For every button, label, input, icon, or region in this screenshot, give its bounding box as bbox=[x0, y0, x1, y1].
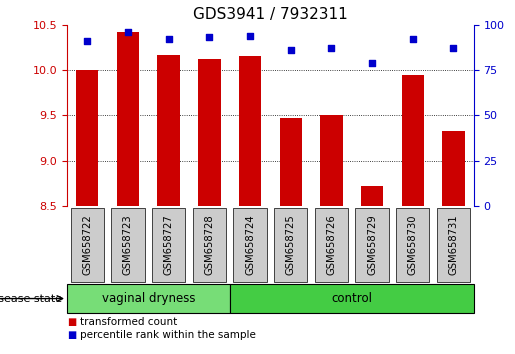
Text: ■: ■ bbox=[67, 330, 76, 340]
FancyBboxPatch shape bbox=[396, 208, 430, 282]
Title: GDS3941 / 7932311: GDS3941 / 7932311 bbox=[193, 7, 348, 22]
Bar bbox=[361, 186, 383, 206]
Bar bbox=[198, 59, 220, 206]
Bar bbox=[442, 131, 465, 206]
Point bbox=[165, 36, 173, 42]
FancyBboxPatch shape bbox=[67, 284, 230, 313]
Text: GSM658724: GSM658724 bbox=[245, 215, 255, 275]
Bar bbox=[76, 70, 98, 206]
Point bbox=[83, 38, 92, 44]
Point bbox=[328, 46, 336, 51]
Text: percentile rank within the sample: percentile rank within the sample bbox=[80, 330, 256, 340]
Text: GSM658731: GSM658731 bbox=[449, 215, 458, 275]
FancyBboxPatch shape bbox=[230, 284, 474, 313]
Text: GSM658726: GSM658726 bbox=[327, 214, 336, 275]
Text: GSM658728: GSM658728 bbox=[204, 215, 214, 275]
Point bbox=[124, 29, 132, 35]
Bar bbox=[320, 115, 342, 206]
Bar bbox=[402, 75, 424, 206]
Point bbox=[286, 47, 295, 53]
FancyBboxPatch shape bbox=[355, 208, 389, 282]
FancyBboxPatch shape bbox=[111, 208, 145, 282]
Bar bbox=[239, 56, 261, 206]
Bar bbox=[280, 118, 302, 206]
Text: vaginal dryness: vaginal dryness bbox=[101, 292, 195, 305]
Bar bbox=[158, 55, 180, 206]
Text: GSM658727: GSM658727 bbox=[164, 214, 174, 275]
Text: transformed count: transformed count bbox=[80, 316, 177, 327]
Text: GSM658730: GSM658730 bbox=[408, 215, 418, 275]
Text: disease state: disease state bbox=[0, 293, 62, 303]
Point bbox=[449, 46, 458, 51]
FancyBboxPatch shape bbox=[437, 208, 470, 282]
Point bbox=[246, 33, 254, 39]
Text: control: control bbox=[331, 292, 372, 305]
FancyBboxPatch shape bbox=[315, 208, 348, 282]
Point bbox=[205, 35, 214, 40]
Bar bbox=[117, 32, 139, 206]
Text: GSM658729: GSM658729 bbox=[367, 214, 377, 275]
FancyBboxPatch shape bbox=[274, 208, 307, 282]
Point bbox=[368, 60, 376, 66]
Point bbox=[409, 36, 417, 42]
Text: GSM658725: GSM658725 bbox=[286, 214, 296, 275]
Text: GSM658723: GSM658723 bbox=[123, 215, 133, 275]
FancyBboxPatch shape bbox=[71, 208, 104, 282]
Text: GSM658722: GSM658722 bbox=[82, 214, 92, 275]
FancyBboxPatch shape bbox=[193, 208, 226, 282]
Text: ■: ■ bbox=[67, 316, 76, 327]
FancyBboxPatch shape bbox=[233, 208, 267, 282]
FancyBboxPatch shape bbox=[152, 208, 185, 282]
